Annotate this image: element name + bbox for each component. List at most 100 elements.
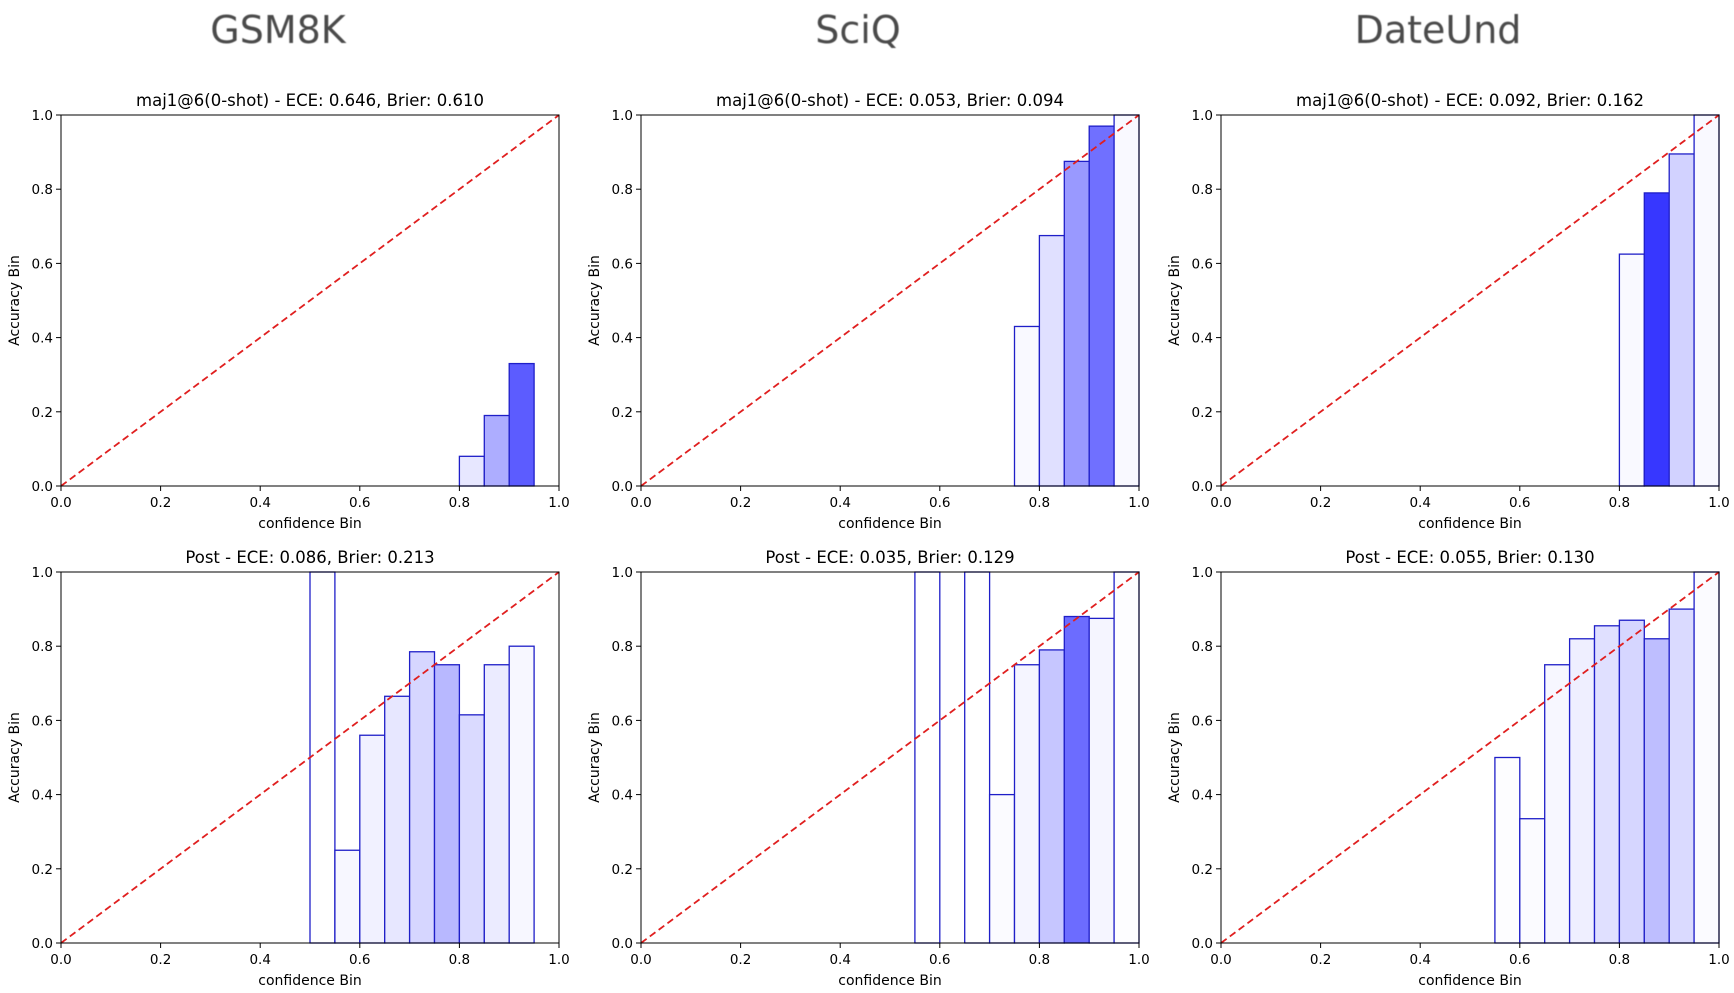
y-tick-label: 0.4 [1192, 788, 1213, 804]
perfect-calibration-line [640, 114, 1140, 487]
x-tick-label: 0.2 [150, 495, 171, 511]
plot-frame [60, 571, 560, 944]
x-tick-label: 0.0 [50, 495, 71, 511]
y-axis-label: Accuracy Bin [1167, 712, 1183, 803]
accuracy-bar [384, 695, 411, 944]
plot-frame [640, 571, 1140, 944]
reliability-panel-4: 0.0 0.2 0.4 0.6 0.8 1.0 0.0 0.2 0.4 0.6 0.8 1.0 Post… [7, 548, 570, 989]
y-tick-label: 0.8 [612, 639, 633, 655]
y-tick-label: 1.0 [32, 565, 53, 581]
x-axis-label: confidence Bin [258, 516, 361, 532]
x-tick-label: 0.6 [1509, 952, 1530, 968]
plot-frame [60, 114, 560, 487]
accuracy-bar [1013, 664, 1041, 944]
y-tick-label: 0.8 [1192, 182, 1213, 198]
column-title-sciq: SciQ [815, 8, 901, 52]
x-tick-label: 0.8 [1609, 952, 1630, 968]
x-tick-label: 1.0 [1708, 952, 1729, 968]
y-tick-label: 0.0 [32, 479, 53, 495]
accuracy-bar [1568, 638, 1596, 944]
y-axis-label: Accuracy Bin [587, 712, 603, 803]
y-tick-label: 0.4 [612, 331, 633, 347]
accuracy-bar [1088, 125, 1115, 487]
x-tick-label: 0.0 [50, 952, 71, 968]
accuracy-bar [508, 645, 535, 944]
y-tick-label: 1.0 [32, 108, 53, 124]
accuracy-bar [1693, 571, 1720, 944]
reliability-panel-2: 0.0 0.2 0.4 0.6 0.8 1.0 0.0 0.2 0.4 0.6 0.8 1.0 maj1… [587, 91, 1150, 532]
accuracy-bar [1618, 253, 1645, 487]
x-tick-label: 0.6 [929, 952, 950, 968]
y-tick-label: 1.0 [1192, 565, 1213, 581]
x-tick-label: 0.6 [349, 952, 370, 968]
accuracy-bar [1519, 818, 1546, 944]
accuracy-bar [1038, 234, 1065, 487]
y-tick-label: 1.0 [612, 565, 633, 581]
reliability-panel-6: 0.0 0.2 0.4 0.6 0.8 1.0 0.0 0.2 0.4 0.6 0.8 1.0 Post… [1167, 548, 1730, 989]
accuracy-bar [483, 414, 510, 487]
x-tick-label: 1.0 [548, 495, 569, 511]
reliability-panel-3: 0.0 0.2 0.4 0.6 0.8 1.0 0.0 0.2 0.4 0.6 0.8 1.0 maj1… [1167, 91, 1730, 532]
y-tick-label: 0.4 [32, 331, 53, 347]
x-tick-label: 1.0 [1708, 495, 1729, 511]
column-title-gsm8k: GSM8K [210, 8, 346, 52]
accuracy-bar [1668, 153, 1695, 487]
x-axis-label: confidence Bin [258, 973, 361, 989]
accuracy-bar [1013, 325, 1041, 487]
y-tick-label: 1.0 [612, 108, 633, 124]
x-tick-label: 0.2 [730, 952, 751, 968]
x-tick-label: 0.4 [249, 952, 270, 968]
accuracy-bar [988, 793, 1016, 944]
x-tick-label: 0.6 [349, 495, 370, 511]
perfect-calibration-line [1220, 571, 1720, 944]
x-tick-label: 0.8 [1029, 952, 1050, 968]
y-tick-label: 0.0 [612, 936, 633, 952]
y-tick-label: 0.6 [612, 713, 633, 729]
y-tick-label: 0.8 [1192, 639, 1213, 655]
y-tick-label: 0.2 [612, 405, 633, 421]
accuracy-bar [359, 734, 386, 944]
y-tick-label: 0.6 [32, 256, 53, 272]
accuracy-bar [408, 651, 436, 944]
y-tick-label: 0.2 [1192, 862, 1213, 878]
x-tick-label: 1.0 [1128, 952, 1149, 968]
accuracy-bar [1088, 617, 1115, 944]
y-tick-label: 0.0 [1192, 936, 1213, 952]
y-axis-label: Accuracy Bin [7, 255, 23, 346]
x-tick-label: 0.4 [1409, 495, 1430, 511]
y-tick-label: 0.6 [1192, 256, 1213, 272]
accuracy-bar [1113, 114, 1140, 487]
x-tick-label: 0.0 [630, 952, 651, 968]
x-tick-label: 0.6 [1509, 495, 1530, 511]
perfect-calibration-line [60, 114, 560, 487]
accuracy-bar [508, 362, 535, 487]
panel-title: Post - ECE: 0.035, Brier: 0.129 [765, 548, 1014, 567]
y-tick-label: 0.0 [32, 936, 53, 952]
x-axis-label: confidence Bin [1418, 516, 1521, 532]
y-axis-label: Accuracy Bin [587, 255, 603, 346]
y-tick-label: 0.2 [1192, 405, 1213, 421]
panel-title: maj1@6(0-shot) - ECE: 0.646, Brier: 0.61… [136, 91, 484, 110]
accuracy-bar [1668, 608, 1695, 944]
y-tick-label: 0.6 [612, 256, 633, 272]
y-tick-label: 0.4 [612, 788, 633, 804]
accuracy-bar [334, 849, 361, 944]
y-tick-label: 0.4 [1192, 331, 1213, 347]
accuracy-bar [1494, 756, 1521, 944]
accuracy-bar [483, 664, 510, 944]
x-tick-label: 0.2 [150, 952, 171, 968]
y-tick-label: 0.0 [1192, 479, 1213, 495]
accuracy-bar [309, 571, 336, 944]
panel-title: Post - ECE: 0.055, Brier: 0.130 [1345, 548, 1594, 567]
y-tick-label: 0.2 [32, 862, 53, 878]
x-tick-label: 0.8 [1609, 495, 1630, 511]
x-tick-label: 0.8 [1029, 495, 1050, 511]
x-axis-label: confidence Bin [838, 973, 941, 989]
y-tick-label: 0.8 [32, 182, 53, 198]
panel-title: maj1@6(0-shot) - ECE: 0.092, Brier: 0.16… [1296, 91, 1644, 110]
reliability-panel-1: 0.0 0.2 0.4 0.6 0.8 1.0 0.0 0.2 0.4 0.6 0.8 1.0 maj1… [7, 91, 570, 532]
accuracy-bar [964, 571, 991, 944]
x-tick-label: 0.4 [249, 495, 270, 511]
x-tick-label: 0.6 [929, 495, 950, 511]
